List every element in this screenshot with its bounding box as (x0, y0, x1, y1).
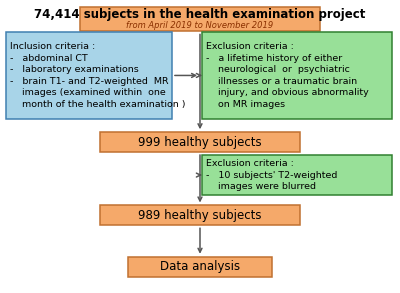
FancyBboxPatch shape (100, 132, 300, 152)
FancyBboxPatch shape (6, 32, 172, 119)
Text: Exclusion criteria :
-   10 subjects' T2-weighted
    images were blurred: Exclusion criteria : - 10 subjects' T2-w… (206, 159, 337, 191)
Text: from April 2019 to November 2019: from April 2019 to November 2019 (126, 21, 274, 30)
Text: Exclusion criteria :
-   a lifetime history of either
    neurological  or  psyc: Exclusion criteria : - a lifetime histor… (206, 42, 369, 109)
Text: 74,414 subjects in the health examination project: 74,414 subjects in the health examinatio… (34, 8, 366, 21)
FancyBboxPatch shape (202, 32, 392, 119)
FancyBboxPatch shape (80, 6, 320, 32)
Text: 999 healthy subjects: 999 healthy subjects (138, 136, 262, 149)
Text: 989 healthy subjects: 989 healthy subjects (138, 209, 262, 222)
FancyBboxPatch shape (100, 205, 300, 225)
Text: Inclusion criteria :
-   abdominal CT
-   laboratory examinations
-   brain T1- : Inclusion criteria : - abdominal CT - la… (10, 42, 186, 109)
FancyBboxPatch shape (128, 257, 272, 277)
FancyBboxPatch shape (202, 155, 392, 195)
Text: Data analysis: Data analysis (160, 260, 240, 273)
